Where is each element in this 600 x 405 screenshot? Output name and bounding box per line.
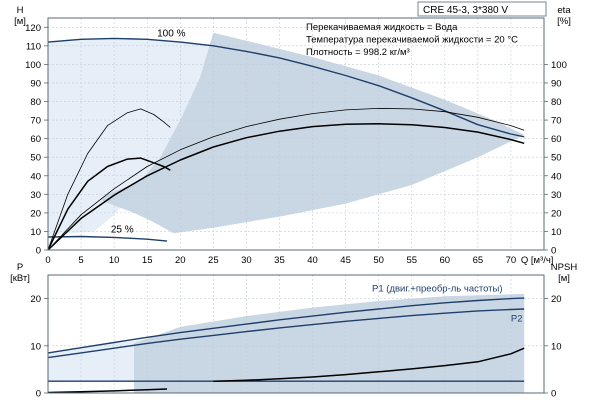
qh-x-tick-label: 10	[109, 255, 120, 266]
qh-y-tick-label: 20	[30, 208, 41, 219]
power-right-axis-name: NPSH	[551, 262, 578, 273]
qh-x-tick-label: 35	[274, 255, 285, 266]
x-axis-title: Q [м³/ч]	[521, 255, 554, 266]
qh-right-tick-label: 60	[551, 134, 562, 145]
qh-x-tick-label: 70	[506, 255, 517, 266]
qh-series-h-25-	[47, 235, 168, 242]
qh-x-tick-label: 40	[307, 255, 318, 266]
qh-duty-region	[48, 38, 227, 236]
qh-left-axis-unit: [м]	[14, 16, 26, 27]
power-right-tick-label: 20	[551, 294, 562, 305]
qh-right-tick-label: 90	[551, 78, 562, 89]
qh-frame	[47, 17, 545, 251]
power-operating-region	[134, 293, 525, 393]
model-title-box	[417, 1, 547, 17]
qh-x-tick-label: 45	[340, 255, 351, 266]
qh-y-tick-label: 120	[25, 23, 41, 34]
qh-operating-region	[100, 32, 525, 234]
qh-y-tick-label: 100	[25, 60, 41, 71]
power-y-tick-label: 0	[36, 389, 41, 400]
power-series-npsh-low-speed	[47, 388, 168, 394]
power-right-tick-label: 0	[551, 389, 556, 400]
qh-x-tick-label: 30	[241, 255, 252, 266]
qh-left-axis-name: H	[17, 5, 24, 16]
qh-x-tick-label: 25	[208, 255, 219, 266]
qh-right-tick-label: 0	[551, 246, 556, 257]
qh-right-tick-label: 70	[551, 116, 562, 127]
model-title: CRE 45-3, 3*380 V	[423, 5, 508, 16]
power-npsh-chart: 0 10 20 0 10 20 P[кВт] NPSH[м] P1 (двиг.+преобр-…	[10, 262, 577, 400]
power-series-p2	[47, 308, 525, 359]
qh-right-axis-name: eta	[557, 5, 571, 16]
qh-series-h-100-	[47, 37, 525, 138]
liquid-note: Перекачиваемая жидкость = Вода	[306, 22, 458, 33]
qh-right-axis-unit: [%]	[557, 16, 571, 27]
qh-series-eta-mid-speed	[47, 157, 171, 251]
qh-x-tick-label: 65	[473, 255, 484, 266]
qh-x-tick-label: 20	[175, 255, 186, 266]
power-right-axis-unit: [м]	[558, 273, 570, 284]
qh-y-tick-label: 60	[30, 134, 41, 145]
qh-right-tick-label: 100	[551, 60, 567, 71]
qh-right-tick-label: 80	[551, 97, 562, 108]
qh-x-tick-label: 0	[45, 255, 50, 266]
qh-y-tick-label: 90	[30, 78, 41, 89]
qh-y-tick-label: 10	[30, 227, 41, 238]
qh-x-tick-label: 15	[142, 255, 153, 266]
qh-x-tick-label: 55	[406, 255, 417, 266]
qh-x-tick-label: 50	[373, 255, 384, 266]
qh-y-tick-label: 50	[30, 153, 41, 164]
power-left-axis-unit: [кВт]	[10, 273, 30, 284]
qh-y-tick-label: 70	[30, 116, 41, 127]
liquid-note: Плотность = 998.2 кг/м³	[306, 47, 410, 58]
qh-y-tick-label: 30	[30, 190, 41, 201]
qh-series-eta-100-lower	[47, 123, 525, 251]
qh-right-tick-label: 50	[551, 153, 562, 164]
qh-y-tick-label: 110	[26, 41, 41, 52]
qh-series-eta-min-speed	[47, 108, 171, 251]
liquid-note: Температура перекачиваемой жидкости = 20…	[306, 35, 518, 46]
speed-label: 25 %	[111, 224, 134, 235]
power-series-p1	[47, 297, 525, 354]
speed-label: 100 %	[157, 29, 185, 40]
legend-p1: P1 (двиг.+преобр-ль частоты)	[372, 284, 502, 295]
qh-right-tick-label: 20	[551, 208, 562, 219]
qh-y-tick-label: 80	[30, 97, 41, 108]
qh-x-tick-label: 60	[440, 255, 451, 266]
qh-y-tick-label: 0	[36, 246, 41, 257]
power-y-tick-label: 20	[30, 294, 41, 305]
power-frame	[47, 274, 545, 394]
power-right-tick-label: 10	[551, 341, 562, 352]
qh-chart: 0 5 10 15 20 25 30 35 40 45 50 55 60 65 70 0 10 20 30 40 50 6…	[14, 1, 571, 266]
qh-y-tick-label: 40	[30, 171, 41, 182]
power-left-axis-name: P	[17, 262, 23, 273]
qh-series-eta-100-upper	[47, 108, 525, 251]
legend-p2: P2	[511, 313, 523, 324]
power-y-tick-label: 10	[30, 341, 41, 352]
qh-x-tick-label: 5	[78, 255, 83, 266]
power-series-npsh	[213, 347, 525, 382]
qh-right-tick-label: 30	[551, 190, 562, 201]
qh-right-tick-label: 10	[551, 227, 562, 238]
qh-right-tick-label: 40	[551, 171, 562, 182]
